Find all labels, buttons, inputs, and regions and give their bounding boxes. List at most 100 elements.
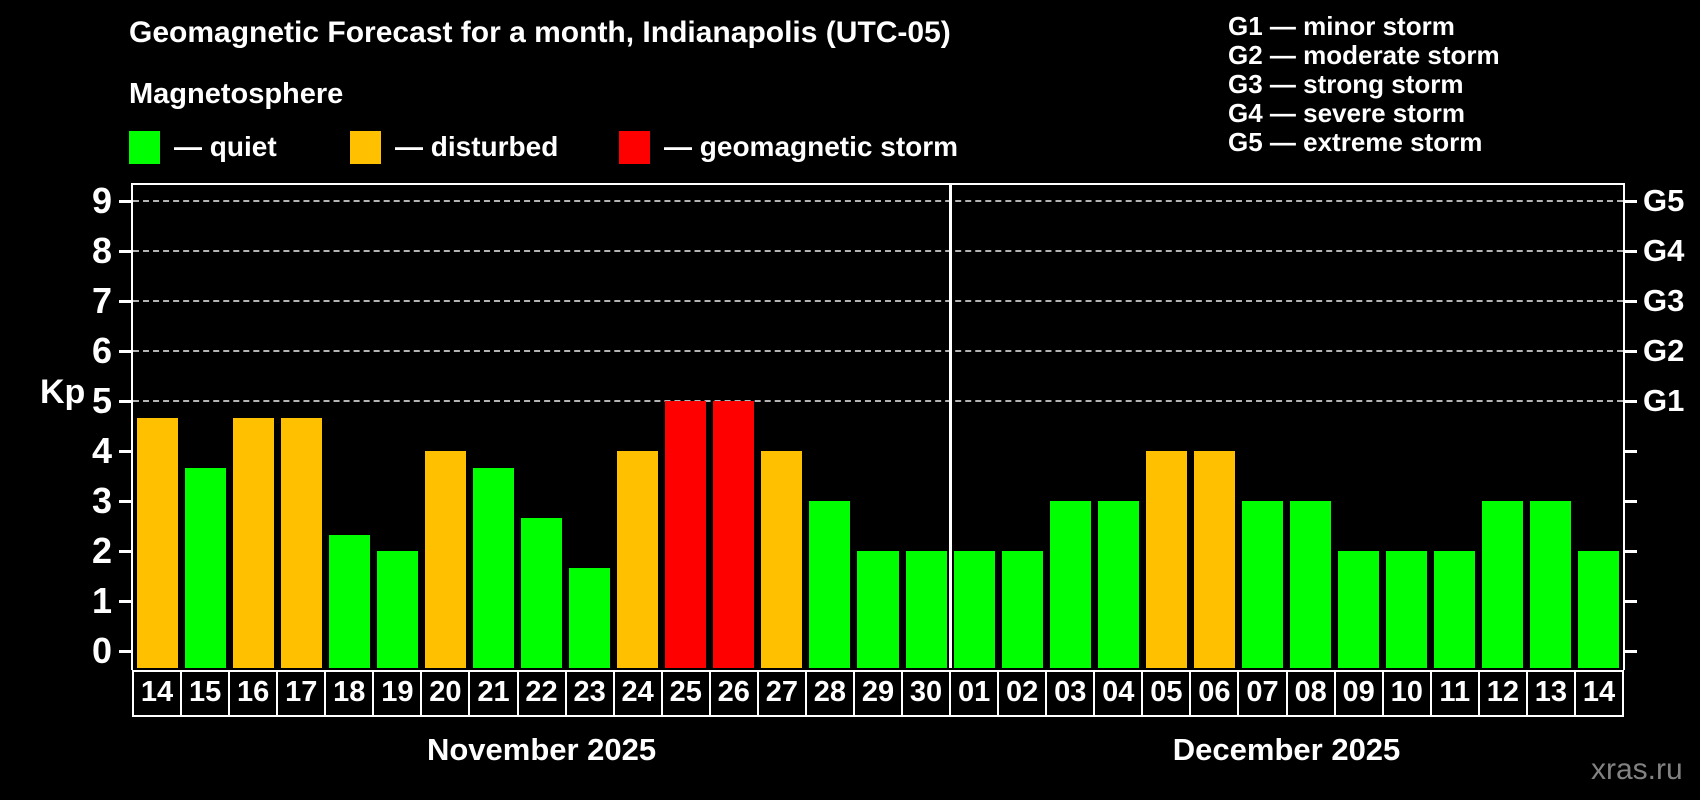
legend-item-storm: — geomagnetic storm — [619, 130, 958, 164]
kp-bar-01 — [953, 551, 995, 668]
legend-label-quiet: — quiet — [174, 131, 277, 162]
date-cell-18: 18 — [324, 670, 375, 717]
date-cell-07: 07 — [1237, 670, 1288, 717]
date-cell-25: 25 — [660, 670, 711, 717]
month-label-1: December 2025 — [1172, 732, 1401, 767]
kp-bar-06 — [1193, 451, 1235, 668]
kp-bar-20 — [424, 451, 466, 668]
date-cell-30: 30 — [901, 670, 952, 717]
gridline-kp7 — [133, 300, 1623, 302]
date-cell-02: 02 — [997, 670, 1048, 717]
right-tick-1 — [1625, 600, 1637, 603]
legend-item-quiet: — quiet — [129, 130, 277, 164]
date-cell-05: 05 — [1141, 670, 1192, 717]
date-cell-08: 08 — [1285, 670, 1336, 717]
kp-bar-15 — [184, 467, 226, 668]
date-cell-17: 17 — [276, 670, 327, 717]
right-tick-5 — [1625, 400, 1637, 403]
g1-legend-line: G1 — minor storm — [1228, 11, 1455, 41]
date-cell-10: 10 — [1381, 670, 1432, 717]
y-tick-label-4: 4 — [91, 430, 112, 471]
y-tick-label-5: 5 — [91, 380, 112, 421]
date-cell-21: 21 — [468, 670, 519, 717]
right-axis-label-g2: G2 — [1643, 333, 1685, 368]
right-axis-label-g5: G5 — [1643, 183, 1685, 218]
right-tick-6 — [1625, 350, 1637, 353]
kp-bar-28 — [809, 501, 851, 668]
legend-label-storm: — geomagnetic storm — [664, 131, 959, 162]
date-cell-24: 24 — [612, 670, 663, 717]
y-tick-4 — [119, 450, 131, 453]
kp-bar-02 — [1001, 551, 1043, 668]
y-tick-1 — [119, 600, 131, 603]
right-tick-4 — [1625, 450, 1637, 453]
y-tick-5 — [119, 400, 131, 403]
kp-bar-07 — [1241, 501, 1284, 668]
right-tick-0 — [1625, 650, 1637, 653]
right-axis-line — [1623, 183, 1625, 670]
right-tick-3 — [1625, 500, 1637, 503]
kp-bar-08 — [1290, 501, 1332, 668]
kp-bar-19 — [376, 551, 418, 668]
kp-bar-11 — [1434, 551, 1476, 668]
chart-title: Geomagnetic Forecast for a month, Indian… — [129, 16, 951, 49]
g4-legend-line: G4 — severe storm — [1228, 98, 1466, 128]
y-tick-7 — [119, 300, 131, 303]
chart-subtitle: Magnetosphere — [129, 78, 344, 110]
right-axis-label-g1: G1 — [1643, 383, 1685, 418]
date-cell-28: 28 — [804, 670, 855, 717]
date-cell-13: 13 — [1525, 670, 1576, 717]
date-cell-26: 26 — [708, 670, 759, 717]
kp-bar-23 — [569, 567, 611, 668]
right-tick-8 — [1625, 250, 1637, 253]
date-cell-14: 14 — [1573, 670, 1624, 717]
legend-label-disturbed: — disturbed — [395, 131, 559, 162]
y-tick-label-3: 3 — [91, 480, 112, 521]
g2-legend-line: G2 — moderate storm — [1228, 40, 1500, 70]
right-axis-label-g3: G3 — [1643, 283, 1685, 318]
y-tick-label-8: 8 — [91, 230, 112, 271]
kp-bar-26 — [713, 401, 755, 668]
date-cell-15: 15 — [180, 670, 231, 717]
gridline-kp5 — [133, 400, 1623, 402]
y-tick-label-6: 6 — [91, 330, 112, 371]
g5-legend-line: G5 — extreme storm — [1228, 127, 1483, 157]
kp-bar-29 — [857, 551, 899, 668]
kp-bar-03 — [1049, 501, 1091, 668]
y-tick-0 — [119, 650, 131, 653]
kp-bar-22 — [521, 517, 563, 668]
right-tick-2 — [1625, 550, 1637, 553]
legend-item-disturbed: — disturbed — [350, 130, 558, 164]
y-axis-title: Kp — [40, 373, 86, 411]
disturbed-swatch-icon — [350, 130, 381, 164]
kp-bar-27 — [761, 451, 803, 668]
date-cell-16: 16 — [228, 670, 279, 717]
date-cell-27: 27 — [756, 670, 807, 717]
kp-bar-12 — [1482, 501, 1524, 668]
kp-bar-05 — [1145, 451, 1187, 668]
y-tick-6 — [119, 350, 131, 353]
date-cell-14: 14 — [132, 670, 183, 717]
date-cell-04: 04 — [1093, 670, 1144, 717]
gridline-kp8 — [133, 250, 1623, 252]
storm-swatch-icon — [619, 130, 650, 164]
date-cell-23: 23 — [564, 670, 615, 717]
month-separator-line — [948, 185, 952, 668]
y-tick-9 — [119, 200, 131, 203]
kp-bar-17 — [280, 417, 322, 668]
quiet-swatch-icon — [129, 130, 160, 164]
date-cell-19: 19 — [372, 670, 423, 717]
kp-bar-13 — [1530, 501, 1572, 668]
y-tick-label-0: 0 — [91, 630, 112, 671]
date-cell-03: 03 — [1045, 670, 1096, 717]
date-cell-22: 22 — [516, 670, 567, 717]
date-cell-06: 06 — [1189, 670, 1240, 717]
y-tick-label-1: 1 — [91, 580, 112, 621]
date-cell-20: 20 — [420, 670, 471, 717]
right-tick-7 — [1625, 300, 1637, 303]
kp-bar-09 — [1338, 551, 1380, 668]
date-cell-29: 29 — [852, 670, 904, 717]
y-tick-2 — [119, 550, 131, 553]
kp-bar-24 — [617, 451, 659, 668]
